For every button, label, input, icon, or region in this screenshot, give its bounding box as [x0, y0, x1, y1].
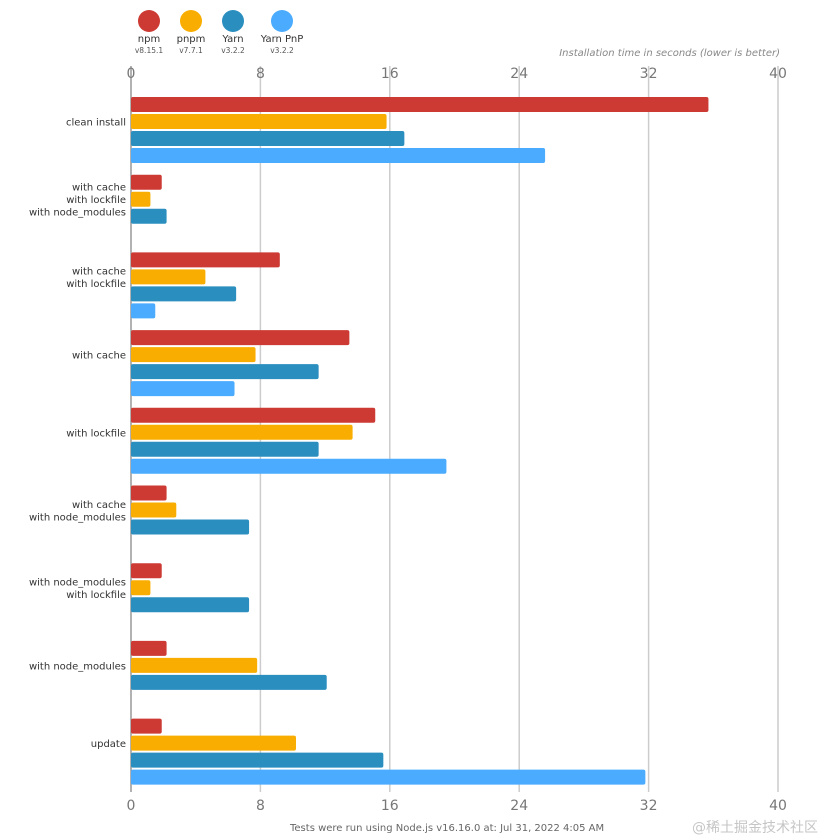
tick-label-top: 32	[640, 66, 658, 82]
legend-label: npm	[137, 34, 161, 45]
category-label: with node_modules	[29, 208, 126, 219]
bar-npm	[131, 718, 162, 734]
legend-item-pnpm[interactable]: pnpm v7.7.1	[170, 10, 212, 56]
tick-label-bottom: 40	[769, 798, 787, 814]
bar-pnpm	[131, 424, 353, 440]
bar-yarn	[131, 441, 319, 457]
bar-yarn	[131, 286, 237, 302]
tick-label-top: 24	[510, 66, 528, 82]
legend-label: Yarn PnP	[260, 34, 304, 45]
legend-label: pnpm	[176, 34, 206, 45]
bar-yarn	[131, 208, 167, 224]
legend-item-yarn[interactable]: Yarn v3.2.2	[212, 10, 254, 56]
tick-label-top: 0	[127, 66, 136, 82]
category-label: with lockfile	[66, 590, 126, 601]
bar-yarn	[131, 674, 327, 690]
tick-label-top: 16	[381, 66, 399, 82]
bar-yarn-pnp	[131, 148, 546, 163]
tick-label-bottom: 0	[127, 798, 136, 814]
legend-dot-icon	[180, 10, 202, 32]
tick-label-bottom: 32	[640, 798, 658, 814]
bar-yarn	[131, 597, 250, 613]
footer-note: Tests were run using Node.js v16.16.0 at…	[290, 823, 605, 834]
tick-label-top: 40	[769, 66, 787, 82]
category-label: with cache	[72, 183, 126, 194]
bar-npm	[131, 330, 350, 346]
bar-yarn	[131, 519, 250, 535]
category-label: with node_modules	[29, 512, 126, 523]
bar-pnpm	[131, 502, 177, 518]
legend-version: v7.7.1	[179, 46, 203, 55]
tick-label-top: 8	[256, 66, 265, 82]
legend-version: v3.2.2	[270, 46, 294, 55]
category-label: with lockfile	[66, 195, 126, 206]
legend-dot-icon	[222, 10, 244, 32]
bar-npm	[131, 640, 167, 656]
tick-label-bottom: 8	[256, 798, 265, 814]
legend: npm v8.15.1 pnpm v7.7.1 Yarn v3.2.2 Yarn Pn…	[128, 10, 310, 56]
bar-npm	[131, 97, 709, 112]
legend-dot-icon	[271, 10, 293, 32]
bar-npm	[131, 252, 280, 268]
legend-version: v8.15.1	[134, 46, 164, 55]
bar-npm	[131, 563, 162, 579]
category-label: with cache	[72, 351, 126, 362]
bar-pnpm	[131, 580, 151, 596]
bar-npm	[131, 407, 376, 423]
legend-item-npm[interactable]: npm v8.15.1	[128, 10, 170, 56]
category-label: update	[91, 739, 126, 750]
bar-yarn-pnp	[131, 769, 646, 785]
bar-yarn-pnp	[131, 303, 156, 319]
bar-yarn-pnp	[131, 381, 235, 397]
bar-yarn	[131, 131, 405, 146]
bar-yarn	[131, 752, 384, 768]
axis-caption: Installation time in seconds (lower is b…	[559, 48, 780, 59]
tick-label-bottom: 24	[510, 798, 528, 814]
category-label: with node_modules	[29, 661, 126, 672]
bar-pnpm	[131, 191, 151, 207]
tick-label-bottom: 16	[381, 798, 399, 814]
legend-item-yarn-pnp[interactable]: Yarn PnP v3.2.2	[254, 10, 310, 56]
bar-pnpm	[131, 269, 206, 285]
bar-yarn-pnp	[131, 458, 447, 474]
bar-npm	[131, 485, 167, 501]
bar-yarn	[131, 364, 319, 380]
category-label: with cache	[72, 267, 126, 278]
category-label: with lockfile	[66, 279, 126, 290]
watermark: @稀土掘金技术社区	[692, 820, 818, 836]
bar-pnpm	[131, 114, 387, 129]
bar-pnpm	[131, 347, 256, 363]
legend-version: v3.2.2	[221, 46, 245, 55]
legend-dot-icon	[138, 10, 160, 32]
bar-pnpm	[131, 735, 296, 751]
bar-pnpm	[131, 657, 258, 673]
category-label: with lockfile	[66, 428, 126, 439]
legend-label: Yarn	[222, 34, 244, 45]
category-label: with cache	[72, 500, 126, 511]
category-label: with node_modules	[29, 577, 126, 588]
bar-npm	[131, 174, 162, 190]
category-label: clean install	[66, 118, 126, 129]
